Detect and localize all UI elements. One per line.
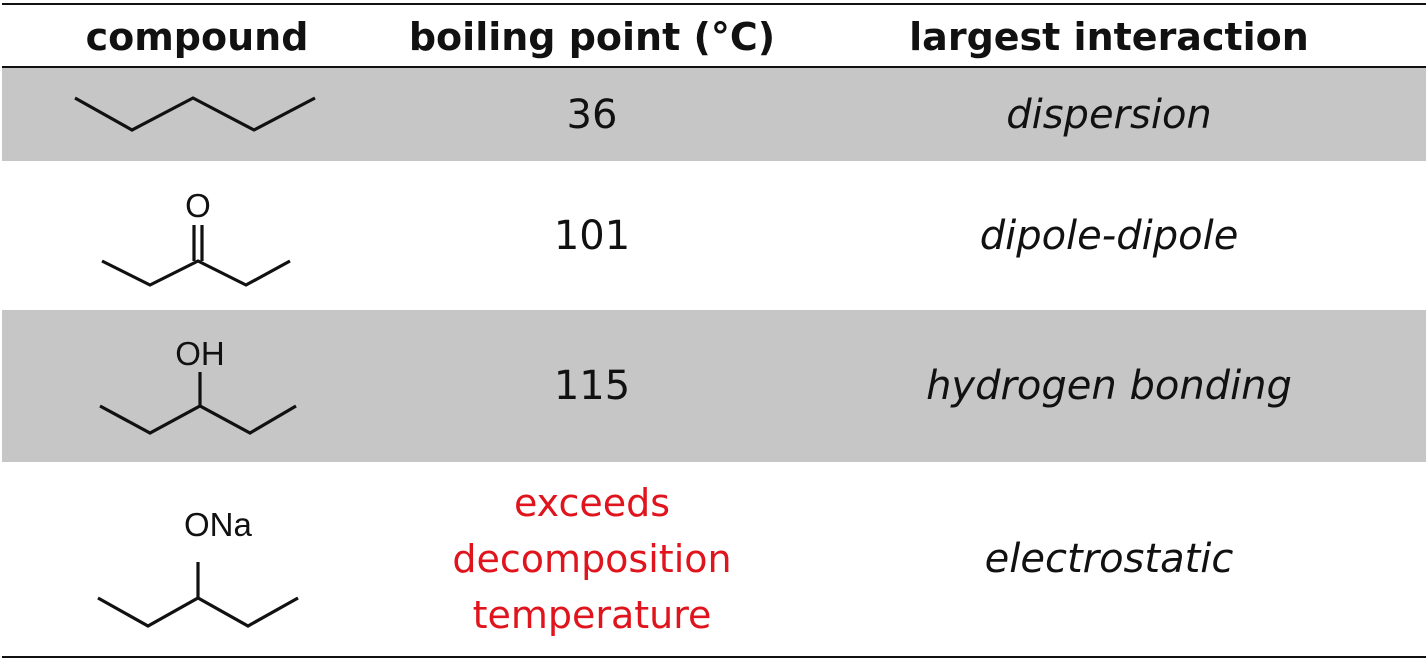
header-compound: compound xyxy=(85,15,309,59)
boiling-point-cell: 101 xyxy=(553,212,631,259)
compound-cell: OH xyxy=(2,310,392,462)
interaction-cell: hydrogen bonding xyxy=(926,363,1292,409)
note-line: exceeds xyxy=(513,480,671,525)
boiling-point-cell: 36 xyxy=(566,91,618,138)
interaction-cell: dipole-dipole xyxy=(979,212,1239,259)
note-line: temperature xyxy=(472,592,712,637)
pentane-structure-icon xyxy=(74,96,316,132)
3-pentanone-structure-icon: O xyxy=(101,187,291,287)
interaction-cell: dispersion xyxy=(1006,91,1212,138)
decomposition-note: exceeds decomposition temperature xyxy=(452,475,731,643)
table-header: compound boiling point (°C) largest inte… xyxy=(2,5,1426,69)
header-rule xyxy=(2,66,1426,68)
note-line: decomposition xyxy=(452,536,732,581)
table-row: OH 115 hydrogen bonding xyxy=(2,310,1426,462)
table-bottom-rule xyxy=(2,656,1426,658)
boiling-point-cell: exceeds decomposition temperature xyxy=(392,462,792,655)
header-boiling-point: boiling point (°C) xyxy=(408,15,776,59)
compound-cell: ONa xyxy=(2,462,392,655)
boiling-point-cell: 115 xyxy=(553,363,631,409)
table-row: O 101 dipole-dipole xyxy=(2,161,1426,310)
table-top-rule xyxy=(2,3,1426,5)
compound-cell xyxy=(2,68,392,161)
sodium-3-pentoxide-structure-icon: ONa xyxy=(97,506,299,628)
atom-label: OH xyxy=(175,335,225,372)
atom-label: O xyxy=(185,187,211,224)
table-row: 36 dispersion xyxy=(2,68,1426,161)
interaction-cell: electrostatic xyxy=(984,535,1234,582)
atom-label: ONa xyxy=(184,506,253,543)
3-pentanol-structure-icon: OH xyxy=(99,335,297,435)
compound-cell: O xyxy=(2,161,392,310)
table-row: ONa exceeds decomposition temperature el… xyxy=(2,462,1426,655)
header-largest-interaction: largest interaction xyxy=(909,15,1309,59)
